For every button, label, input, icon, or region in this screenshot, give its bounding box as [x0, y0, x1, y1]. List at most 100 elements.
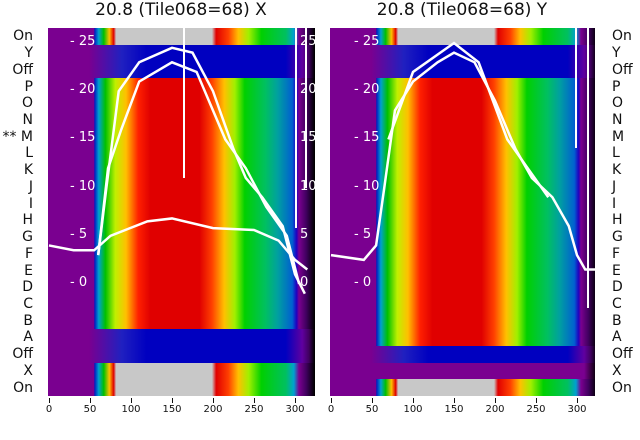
heatmap-row	[48, 178, 315, 196]
row-label: X	[612, 362, 622, 379]
row-label: E	[612, 262, 621, 279]
heatmap-row	[48, 94, 315, 113]
profile-line	[330, 51, 595, 271]
x-tick-mark	[213, 398, 214, 403]
left-heatmap-panel: - 25 - 20 - 15 - 10 - 5 - 0 25 20 15 10 5 0	[48, 28, 315, 396]
heatmap-row	[48, 245, 315, 263]
y-tick-label: - 15	[354, 130, 380, 146]
left-chart-title: 20.8 (Tile068=68) X	[95, 0, 267, 20]
y-tick-label: - 10	[354, 178, 380, 194]
heatmap-row	[330, 212, 595, 230]
profile-line	[96, 46, 306, 295]
heatmap-row	[48, 379, 315, 396]
heatmap-row	[330, 145, 595, 163]
x-tick-mark	[372, 398, 373, 403]
y-tick-label: 20	[300, 82, 315, 98]
x-tick-mark	[172, 398, 173, 403]
row-label: X	[23, 362, 33, 379]
heatmap-row	[48, 329, 315, 347]
heatmap-row	[330, 44, 595, 62]
x-tick-mark	[454, 398, 455, 403]
heatmap-row	[330, 262, 595, 280]
x-tick-label: 200	[485, 404, 505, 415]
row-label: L	[25, 145, 33, 162]
heatmap-row	[330, 362, 595, 380]
heatmap-row	[330, 345, 595, 364]
y-tick-label: - 15	[70, 130, 96, 146]
heatmap-row	[330, 278, 595, 297]
row-label: On	[13, 28, 33, 45]
y-tick-label: - 25	[70, 34, 96, 49]
y-tick-label: - 0	[354, 275, 372, 290]
x-tick-label: 250	[526, 404, 546, 415]
row-label: F	[24, 245, 33, 262]
row-label: Off	[612, 346, 633, 363]
row-label: P	[612, 78, 621, 95]
heatmap-row	[330, 312, 595, 330]
row-label: N	[22, 112, 33, 128]
heatmap-row	[48, 128, 315, 146]
y-tick-label: 10	[300, 178, 315, 194]
row-label: Off	[12, 61, 33, 78]
overlay-lines	[330, 28, 595, 308]
right-chart-title: 20.8 (Tile068=68) Y	[376, 0, 548, 20]
heatmap-row	[330, 379, 595, 396]
heatmap-row	[48, 61, 315, 79]
heatmap-row	[48, 78, 315, 96]
row-label: B	[23, 312, 33, 329]
heatmap-row	[48, 345, 315, 364]
row-label: L	[612, 145, 620, 162]
heatmap-row	[48, 195, 315, 213]
x-tick-mark	[331, 398, 332, 403]
row-label: C	[612, 296, 622, 312]
heatmap-row	[330, 178, 595, 196]
row-label: I	[612, 195, 617, 212]
heatmap-row	[330, 61, 595, 79]
row-label: G	[22, 229, 33, 246]
x-tick-label: 150	[444, 404, 464, 415]
y-tick-label: 0	[300, 275, 309, 290]
heatmap-row	[330, 228, 595, 246]
row-label: A	[612, 329, 622, 346]
y-tick-label: - 10	[70, 178, 96, 194]
x-tick-label: 100	[121, 404, 141, 415]
heatmap-row	[48, 28, 315, 46]
profile-line	[387, 41, 550, 198]
row-label: Off	[12, 346, 33, 363]
y-tick-label: - 5	[354, 226, 372, 242]
x-tick-mark	[413, 398, 414, 403]
x-tick-label: 0	[45, 404, 53, 415]
row-label: N	[612, 112, 623, 128]
row-label: On	[13, 379, 33, 396]
x-tick-mark	[49, 398, 50, 403]
row-label: F	[612, 245, 621, 262]
x-tick-mark	[131, 398, 132, 403]
heatmap-row	[330, 295, 595, 313]
row-label: J	[28, 178, 33, 195]
overlay-lines	[48, 28, 309, 295]
row-label: K	[612, 162, 622, 179]
row-label: I	[28, 195, 33, 212]
x-tick-mark	[577, 398, 578, 403]
right-heatmap-panel: - 25 - 20 - 15 - 10 - 5 - 0	[330, 28, 595, 396]
heatmap-row	[48, 44, 315, 62]
y-tick-label: - 5	[70, 226, 88, 242]
x-tick-label: 50	[83, 404, 97, 415]
row-label: Y	[612, 45, 621, 62]
y-tick-label: - 25	[354, 34, 380, 49]
row-label: ** M	[2, 128, 33, 145]
heatmap-row	[330, 245, 595, 263]
row-label: B	[612, 312, 622, 329]
x-tick-mark	[495, 398, 496, 403]
row-label: C	[23, 296, 33, 312]
x-tick-mark	[295, 398, 296, 403]
x-tick-mark	[536, 398, 537, 403]
y-tick-label: 5	[300, 226, 309, 242]
heatmap-row	[48, 278, 315, 297]
profile-line	[96, 60, 301, 285]
x-tick-mark	[90, 398, 91, 403]
row-label: O	[612, 95, 624, 112]
heatmap-row	[330, 195, 595, 213]
heatmap-row	[48, 295, 315, 313]
y-tick-label: - 20	[70, 82, 96, 98]
